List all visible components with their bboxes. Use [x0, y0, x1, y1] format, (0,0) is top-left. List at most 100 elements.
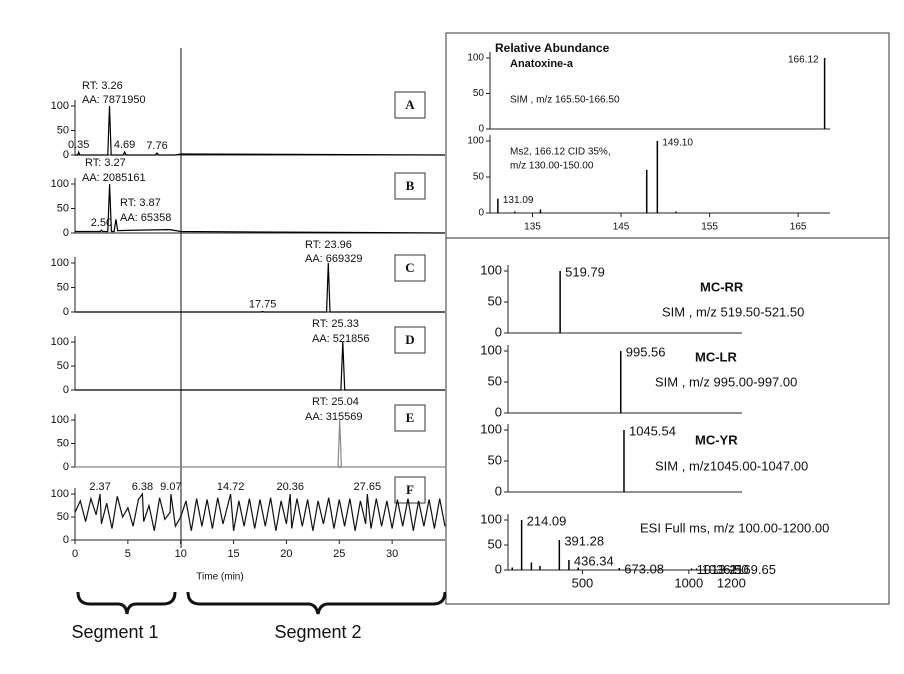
peak-label: 166.12	[788, 55, 819, 66]
annotation: m/z 130.00-150.00	[510, 161, 594, 172]
panel-label: E	[406, 410, 415, 425]
y-tick-label: 50	[57, 202, 69, 214]
peak-label: 2.37	[89, 481, 110, 493]
y-tick-label: 50	[57, 360, 69, 372]
y-tick-label: 50	[57, 281, 69, 293]
peak-label: 436.34	[574, 553, 614, 568]
x-tick-label: 1200	[717, 575, 746, 590]
peak-label: 391.28	[564, 533, 604, 548]
y-tick-label: 100	[480, 511, 502, 526]
annotation: RT: 25.04	[312, 396, 359, 408]
x-tick-label: 30	[386, 548, 398, 560]
compound-name: Anatoxine-a	[510, 58, 574, 70]
x-tick-label: 0	[72, 548, 78, 560]
y-tick-label: 100	[467, 53, 484, 64]
annotation: Ms2, 166.12 CID 35%,	[510, 147, 611, 158]
annotation: RT: 25.33	[312, 318, 359, 330]
x-tick-label: 165	[790, 222, 807, 233]
y-tick-label: 50	[57, 511, 69, 523]
trace	[75, 105, 446, 156]
x-tick-label: 10	[175, 548, 187, 560]
peak-label: 519.79	[565, 264, 605, 279]
segment-brace	[186, 591, 447, 615]
peak-label: 214.09	[527, 513, 567, 528]
compound-name: MC-YR	[695, 432, 738, 447]
panel-label: B	[406, 178, 415, 193]
peak-label: 131.09	[503, 195, 534, 206]
peak-label: 14.72	[217, 481, 245, 493]
y-tick-label: 100	[51, 178, 69, 190]
y-tick-label: 0	[63, 306, 69, 318]
segment-label: Segment 1	[71, 622, 158, 642]
y-tick-label: 50	[473, 172, 485, 183]
y-tick-label: 50	[57, 437, 69, 449]
y-tick-label: 100	[51, 414, 69, 426]
x-tick-label: 20	[280, 548, 292, 560]
annotation: RT: 3.26	[82, 80, 123, 92]
peak-label: 673.08	[624, 561, 664, 576]
y-tick-label: 100	[51, 100, 69, 112]
trace	[74, 492, 446, 531]
compound-name: MC-RR	[700, 279, 744, 294]
y-tick-label: 0	[63, 227, 69, 239]
y-tick-label: 0	[478, 208, 484, 219]
spectra-frame	[445, 32, 890, 605]
peak-label: 1013.21	[697, 562, 744, 577]
annotation: AA: 521856	[312, 333, 370, 345]
y-tick-label: 0	[63, 384, 69, 396]
x-tick-label: 155	[701, 222, 718, 233]
y-tick-label: 100	[480, 342, 502, 357]
peak-label: 2.50	[91, 217, 112, 229]
segment-brace	[76, 591, 177, 615]
annotation: AA: 2085161	[82, 172, 146, 184]
trace	[75, 419, 445, 468]
peak-label: 9.07	[160, 481, 181, 493]
annotation: SIM , m/z1045.00-1047.00	[655, 458, 808, 473]
peak-label: 4.69	[114, 139, 135, 151]
annotation: AA: 7871950	[82, 94, 146, 106]
y-tick-label: 0	[495, 324, 502, 339]
x-tick-label: 500	[572, 575, 594, 590]
y-tick-label: 50	[57, 124, 69, 136]
trace	[75, 341, 445, 391]
peak-label: 7.76	[146, 140, 167, 152]
annotation: SIM , m/z 995.00-997.00	[655, 374, 797, 389]
annotation: SIM , m/z 519.50-521.50	[662, 304, 804, 319]
trace	[75, 262, 445, 313]
y-tick-label: 50	[488, 536, 502, 551]
y-tick-label: 0	[495, 404, 502, 419]
panel-box	[394, 172, 426, 200]
x-tick-label: 15	[227, 548, 239, 560]
x-tick-label: 1000	[674, 575, 703, 590]
y-tick-label: 100	[467, 136, 484, 147]
annotation: RT: 3.87	[120, 197, 161, 209]
y-tick-label: 0	[63, 149, 69, 161]
y-tick-label: 50	[488, 293, 502, 308]
panel-label: D	[405, 332, 414, 347]
peak-label: 1169.65	[730, 562, 776, 577]
y-tick-label: 0	[63, 461, 69, 473]
y-tick-label: 100	[51, 257, 69, 269]
peak-label: 149.10	[662, 138, 693, 149]
x-axis-label: Time (min)	[196, 572, 243, 583]
peak-label: 17.75	[249, 298, 277, 310]
panel-label: F	[406, 482, 414, 497]
y-tick-label: 50	[473, 88, 485, 99]
y-tick-label: 0	[478, 124, 484, 135]
panel-label: C	[405, 260, 414, 275]
annotation: AA: 315569	[305, 411, 363, 423]
y-tick-label: 50	[488, 373, 502, 388]
annotation: SIM , m/z 165.50-166.50	[510, 95, 620, 106]
y-tick-label: 0	[63, 534, 69, 546]
chart-title: Relative Abundance	[495, 41, 610, 55]
peak-label: 6.38	[132, 481, 153, 493]
segment-label: Segment 2	[274, 622, 361, 642]
y-tick-label: 0	[495, 561, 502, 576]
panel-label: A	[405, 97, 415, 112]
peak-label: 1045.54	[629, 423, 676, 438]
x-tick-label: 25	[333, 548, 345, 560]
peak-label: 0.35	[68, 139, 89, 151]
annotation: ESI Full ms, m/z 100.00-1200.00	[640, 520, 829, 535]
compound-name: MC-LR	[695, 349, 737, 364]
